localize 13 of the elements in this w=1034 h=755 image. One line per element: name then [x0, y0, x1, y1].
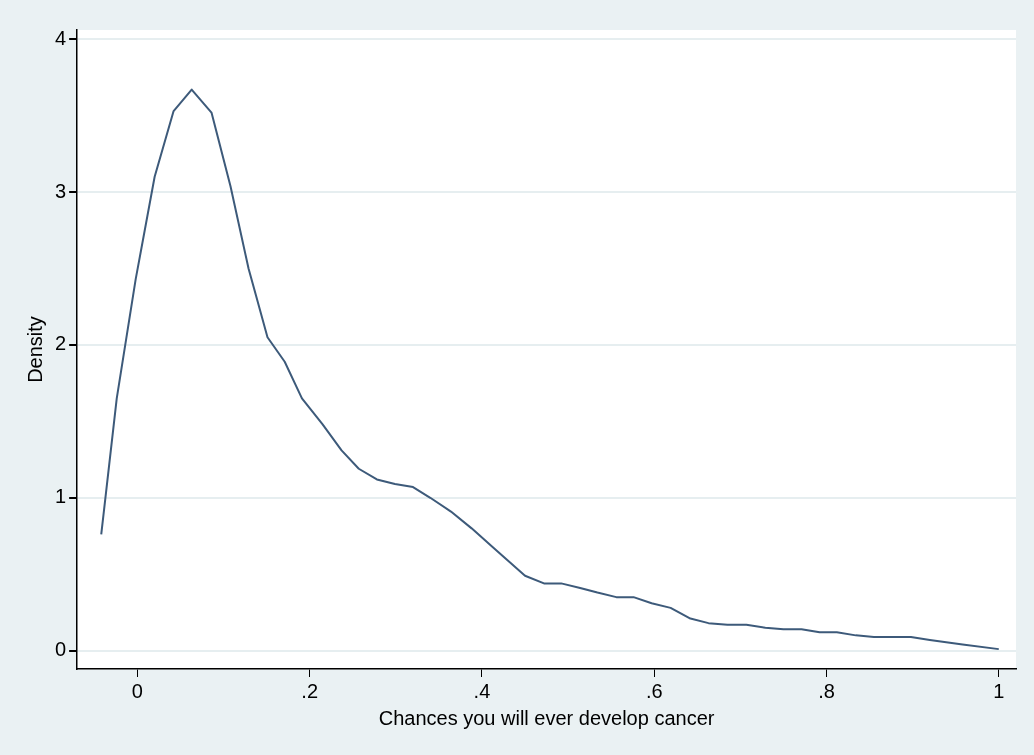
y-axis-title: Density: [23, 316, 46, 383]
y-tick-label: 4: [55, 26, 67, 49]
x-tick-label: .4: [473, 679, 491, 702]
y-tick-label: 0: [55, 638, 67, 661]
x-tick-label: 0: [131, 679, 143, 702]
x-axis-title: Chances you will ever develop cancer: [378, 706, 715, 729]
x-tick-label: .2: [301, 679, 319, 702]
x-tick-label: .6: [645, 679, 663, 702]
y-tick-label: 2: [55, 332, 67, 355]
x-tick-label: 1: [993, 679, 1005, 702]
y-tick-label: 3: [55, 179, 67, 202]
x-tick-label: .8: [818, 679, 835, 702]
y-tick-label: 1: [55, 485, 67, 508]
